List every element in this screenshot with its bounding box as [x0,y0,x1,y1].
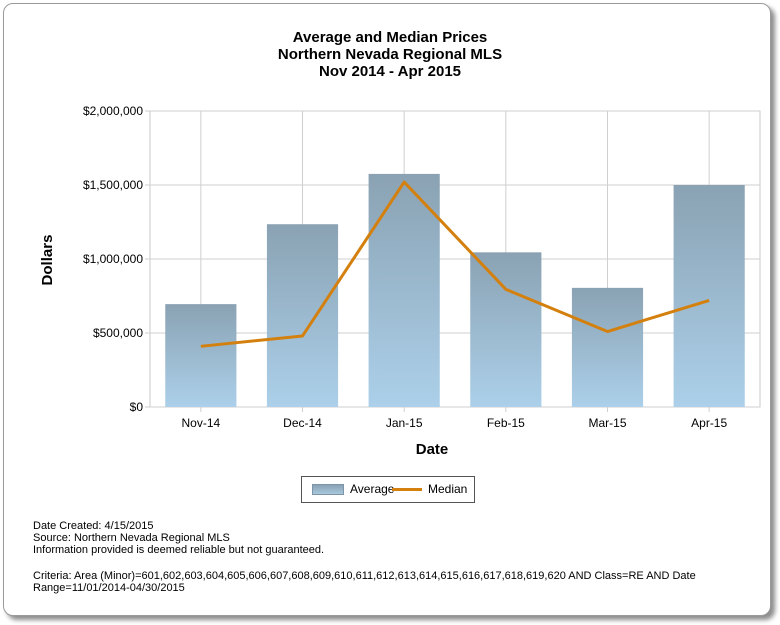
x-tick-label: Dec-14 [283,416,322,430]
x-tick-label: Jan-15 [386,416,423,430]
bar-average [571,287,644,407]
bar-average [266,224,339,407]
y-tick-label: $1,000,000 [83,252,143,266]
footer-date-created: Date Created: 4/15/2015 [33,520,154,532]
y-tick-label: $500,000 [93,326,143,340]
line-median [200,180,710,348]
x-tick-label: Apr-15 [691,416,727,430]
chart-title-line2: Northern Nevada Regional MLS [277,46,503,63]
legend-swatch-average [312,483,344,495]
bar-average [470,252,542,407]
y-tick-label: $0 [130,400,144,414]
chart-legend: Average Median [301,476,475,503]
footer-criteria: Criteria: Area (Minor)=601,602,603,604,6… [33,570,696,594]
footer-disclaimer: Information provided is deemed reliable … [33,544,325,556]
chart-title-line3: Nov 2014 - Apr 2015 [318,63,462,80]
legend-swatch-median [392,487,422,491]
y-tick-label: $2,000,000 [83,104,143,118]
legend-item-average: Average [312,482,394,496]
legend-label-average: Average [350,482,395,496]
bar-average [368,173,440,407]
footer-source: Source: Northern Nevada Regional MLS [33,532,230,544]
bar-average [673,185,745,407]
x-tick-label: Nov-14 [181,416,220,430]
y-tick-label: $1,500,000 [83,178,143,192]
x-tick-label: Mar-15 [588,416,626,430]
x-tick-label: Feb-15 [487,416,525,430]
bar-average [165,304,237,407]
x-axis-label: Date [416,441,449,458]
legend-item-median: Median [392,482,467,496]
y-axis-label: Dollars [39,235,56,286]
legend-label-median: Median [428,482,468,496]
chart-title-line1: Average and Median Prices [292,29,488,46]
